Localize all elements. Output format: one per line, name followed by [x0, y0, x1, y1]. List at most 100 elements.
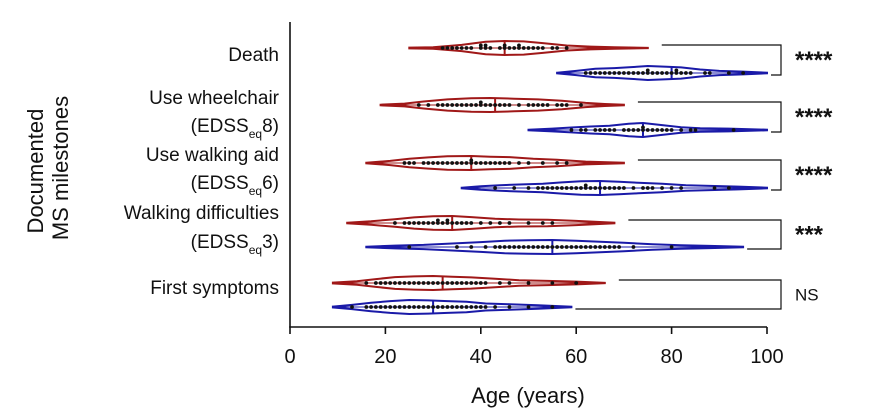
data-point [517, 245, 521, 249]
data-point [502, 245, 507, 249]
data-point [540, 245, 545, 249]
significance-bracket [661, 44, 782, 76]
data-point [412, 305, 416, 309]
data-point [469, 158, 474, 163]
data-point [726, 71, 731, 75]
data-point [497, 161, 502, 165]
data-point [545, 245, 550, 249]
data-point [416, 103, 421, 107]
data-point [569, 245, 574, 249]
data-point [483, 161, 488, 165]
data-point [483, 43, 488, 48]
data-point [693, 128, 698, 132]
data-point [631, 71, 636, 75]
data-point [555, 103, 560, 107]
data-point [450, 281, 455, 285]
data-point [598, 71, 602, 75]
data-point [445, 218, 450, 223]
data-point [669, 186, 674, 190]
data-point [445, 281, 450, 285]
data-point [688, 71, 693, 75]
data-point [536, 103, 540, 107]
data-point [493, 305, 498, 309]
data-point [493, 161, 498, 165]
data-point [622, 71, 626, 75]
category-label: Walking difficulties [124, 203, 279, 224]
data-point [464, 161, 469, 165]
data-point [455, 305, 459, 309]
data-point [416, 305, 421, 309]
data-point [617, 71, 622, 75]
data-point [583, 183, 588, 188]
data-point [412, 161, 416, 165]
data-point [497, 245, 502, 249]
data-point [350, 305, 354, 309]
data-point [588, 71, 593, 75]
data-point [555, 245, 560, 249]
data-point [416, 221, 421, 225]
data-point [650, 186, 655, 190]
x-tick-label: 0 [284, 346, 295, 368]
data-point [483, 46, 488, 50]
data-point [493, 245, 498, 249]
data-point [502, 46, 507, 50]
data-point [512, 186, 517, 190]
data-point [526, 103, 531, 107]
data-point [641, 125, 645, 130]
data-point [483, 305, 488, 309]
data-point [464, 281, 469, 285]
data-point [469, 221, 474, 225]
data-point [607, 71, 612, 75]
y-labels: Death Use wheelchair (EDSSeq8) Use walking … [124, 45, 280, 299]
significance-bracket [628, 219, 782, 250]
data-point [502, 43, 507, 48]
data-point [564, 103, 569, 107]
data-point [445, 46, 450, 50]
data-point [641, 186, 645, 190]
axes [289, 22, 767, 328]
data-point [421, 161, 426, 165]
data-point [550, 281, 555, 285]
data-point [517, 43, 521, 48]
data-point [593, 245, 598, 249]
data-point [521, 245, 526, 249]
x-tick-label: 40 [470, 346, 492, 368]
data-point [626, 128, 631, 132]
data-point [431, 281, 435, 285]
data-point [431, 221, 435, 225]
data-point [507, 161, 512, 165]
significance-label: **** [795, 162, 833, 189]
data-point [602, 245, 607, 249]
data-point [531, 103, 536, 107]
data-point [373, 281, 378, 285]
data-point [612, 128, 617, 132]
x-axis-label: Age (years) [471, 383, 585, 408]
data-point [507, 245, 512, 249]
data-point [631, 186, 636, 190]
data-point [645, 68, 650, 73]
data-point [393, 305, 397, 309]
data-point [598, 186, 602, 190]
data-point [450, 221, 455, 225]
data-point [488, 46, 493, 50]
significance-bracket [637, 159, 782, 191]
data-point [450, 305, 455, 309]
data-point [459, 305, 464, 309]
data-point [435, 305, 440, 309]
data-point [526, 305, 531, 309]
category-label: (EDSSeq3) [191, 232, 279, 257]
data-point [569, 128, 574, 132]
data-point [474, 103, 478, 107]
data-point [707, 71, 712, 75]
data-point [421, 281, 426, 285]
data-point [650, 71, 655, 75]
data-point [636, 128, 641, 132]
data-point [459, 161, 464, 165]
data-point [622, 186, 626, 190]
data-point [426, 103, 431, 107]
data-point [488, 221, 493, 225]
data-point [526, 245, 531, 249]
data-point [540, 103, 545, 107]
data-point [655, 128, 660, 132]
data-point [431, 305, 435, 309]
